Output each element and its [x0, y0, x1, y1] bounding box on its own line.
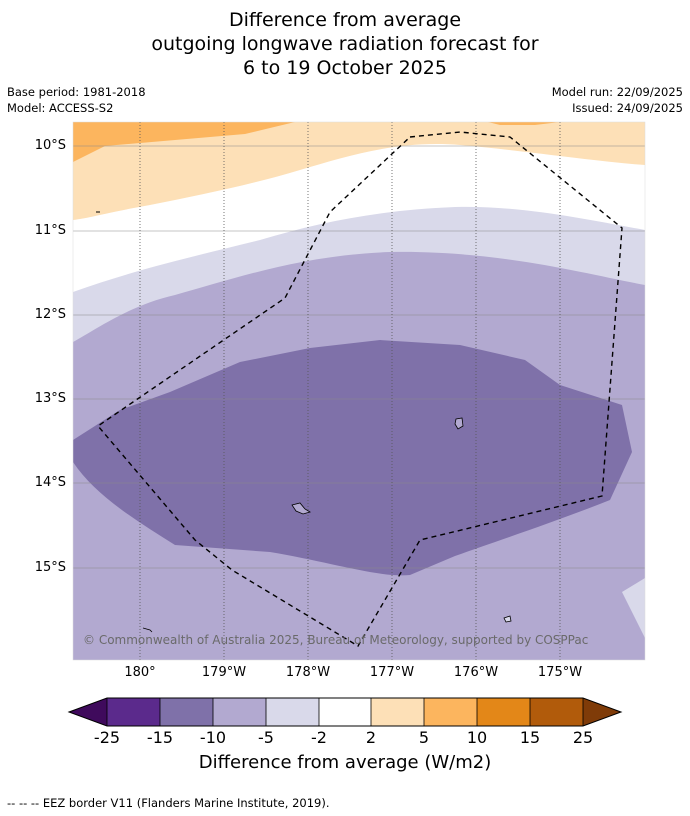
- island-small: [503, 615, 512, 623]
- lon-label: 180°: [124, 665, 156, 680]
- colorbar-tick-label: 10: [466, 728, 488, 747]
- colorbar-segment: [530, 698, 583, 726]
- colorbar-segment: [319, 698, 371, 726]
- colorbar-tick-label: 2: [365, 728, 377, 747]
- colorbar-tick-label: 25: [572, 728, 594, 747]
- colorbar-tick-label: 15: [519, 728, 541, 747]
- colorbar-extend-low: [69, 698, 107, 726]
- lat-label: 10°S: [34, 138, 66, 153]
- eez-border: [96, 131, 623, 647]
- lat-label: 12°S: [34, 307, 66, 322]
- lat-label: 11°S: [34, 223, 66, 238]
- copyright-notice: © Commonwealth of Australia 2025, Bureau…: [83, 633, 589, 647]
- model-name: Model: ACCESS-S2: [7, 101, 114, 115]
- colorbar-segment: [213, 698, 266, 726]
- latitude-gridlines: [73, 145, 645, 569]
- colorbar-segment: [160, 698, 213, 726]
- map-frame: [72, 121, 646, 661]
- lon-label: 177°W: [369, 665, 415, 680]
- island-futuna: [291, 502, 311, 515]
- lon-label: 179°W: [201, 665, 247, 680]
- lon-label: 178°W: [285, 665, 331, 680]
- colorbar-segment: [477, 698, 530, 726]
- colorbar-segment: [266, 698, 319, 726]
- eez-footnote: -- -- -- EEZ border V11 (Flanders Marine…: [7, 796, 330, 810]
- base-period: Base period: 1981-2018: [7, 85, 146, 99]
- colorbar-tick-label: -5: [258, 728, 274, 747]
- lat-label: 14°S: [34, 475, 66, 490]
- anomaly-band-light-patch: [622, 578, 645, 638]
- lon-label: 175°W: [537, 665, 583, 680]
- title-line-1: Difference from average: [228, 9, 462, 31]
- title-line-2: outgoing longwave radiation forecast for: [151, 33, 539, 55]
- reef-marker: [142, 627, 153, 633]
- lat-label: 15°S: [34, 560, 66, 575]
- anomaly-band-5-10-east: [488, 122, 560, 125]
- island-wallis: [454, 417, 464, 430]
- lat-label: 13°S: [34, 391, 66, 406]
- anomaly-band-2-5: [73, 122, 645, 220]
- colorbar-extend-high: [583, 698, 621, 726]
- colorbar-tick-label: -15: [146, 728, 174, 747]
- colorbar: [67, 697, 623, 727]
- colorbar-tick-label: -2: [311, 728, 327, 747]
- colorbar-title: Difference from average (W/m2): [198, 752, 492, 773]
- map-field: [73, 122, 645, 660]
- colorbar-segment: [107, 698, 160, 726]
- lon-label: 176°W: [453, 665, 499, 680]
- colorbar-tick-label: 5: [418, 728, 430, 747]
- anomaly-band-5-10-west: [73, 122, 295, 162]
- colorbar-dividers: [106, 698, 584, 726]
- colorbar-tick-label: -10: [199, 728, 227, 747]
- colorbar-segment: [424, 698, 477, 726]
- model-run: Model run: 22/09/2025: [551, 85, 683, 99]
- colorbar-segment: [371, 698, 424, 726]
- colorbar-tick-label: -25: [93, 728, 121, 747]
- title-line-3: 6 to 19 October 2025: [243, 57, 447, 79]
- issued-date: Issued: 24/09/2025: [572, 101, 683, 115]
